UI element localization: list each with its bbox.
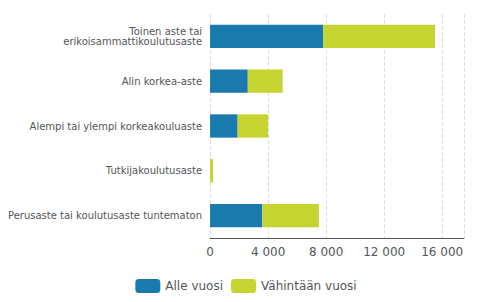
svg-text:8 000: 8 000 [309,245,343,259]
svg-text:16 000: 16 000 [421,245,463,259]
svg-text:12 000: 12 000 [363,245,405,259]
svg-text:Alempi tai ylempi korkeakoulua: Alempi tai ylempi korkeakouluaste [30,121,203,132]
svg-text:Tutkijakoulutusaste: Tutkijakoulutusaste [105,165,202,176]
svg-text:erikoisammattikoulutusaste: erikoisammattikoulutusaste [63,36,202,47]
svg-text:Toinen aste tai: Toinen aste tai [129,25,203,37]
svg-text:Alle vuosi: Alle vuosi [165,279,223,293]
svg-text:Alin korkea-aste: Alin korkea-aste [122,76,202,87]
svg-text:4 000: 4 000 [251,245,285,259]
svg-text:Vähintään vuosi: Vähintään vuosi [261,279,357,293]
svg-text:Perusaste tai koulutusaste tun: Perusaste tai koulutusaste tuntematon [8,210,202,221]
svg-text:0: 0 [206,245,214,259]
